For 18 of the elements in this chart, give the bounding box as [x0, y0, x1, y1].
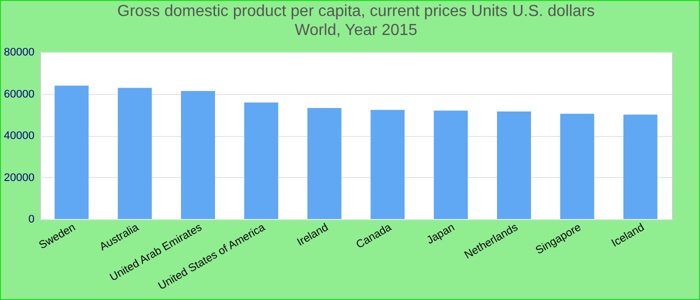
bar: [307, 108, 342, 219]
y-tick-label: 40000: [4, 130, 34, 142]
chart-subtitle: World, Year 2015: [294, 22, 418, 39]
chart-title: Gross domestic product per capita, current prices Units U.S. dollars: [117, 3, 595, 20]
y-tick-label: 60000: [4, 88, 34, 100]
bar: [118, 88, 152, 219]
bar: [623, 114, 658, 219]
y-tick-label: 80000: [4, 46, 34, 58]
bar: [54, 86, 89, 219]
bar: [244, 102, 278, 219]
bar: [434, 110, 468, 219]
bar: [181, 91, 215, 219]
y-tick-label: 20000: [4, 172, 34, 184]
x-tick-label: Japan: [424, 222, 457, 247]
bar: [560, 114, 594, 219]
y-tick-label: 0: [28, 214, 34, 226]
bar: [497, 111, 531, 219]
bar: [370, 110, 405, 219]
